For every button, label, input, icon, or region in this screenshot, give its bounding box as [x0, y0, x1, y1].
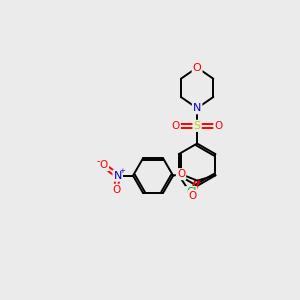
- Text: Cl: Cl: [186, 187, 196, 197]
- Text: O: O: [100, 160, 108, 170]
- Text: O: O: [189, 191, 197, 201]
- Text: O: O: [112, 185, 120, 195]
- Text: O: O: [193, 63, 202, 73]
- Text: -: -: [96, 157, 100, 166]
- Text: O: O: [214, 121, 223, 131]
- Text: O: O: [172, 121, 180, 131]
- Text: N: N: [113, 171, 122, 181]
- Text: +: +: [119, 168, 125, 174]
- Text: S: S: [194, 121, 201, 131]
- Text: N: N: [193, 103, 201, 113]
- Text: O: O: [177, 169, 185, 179]
